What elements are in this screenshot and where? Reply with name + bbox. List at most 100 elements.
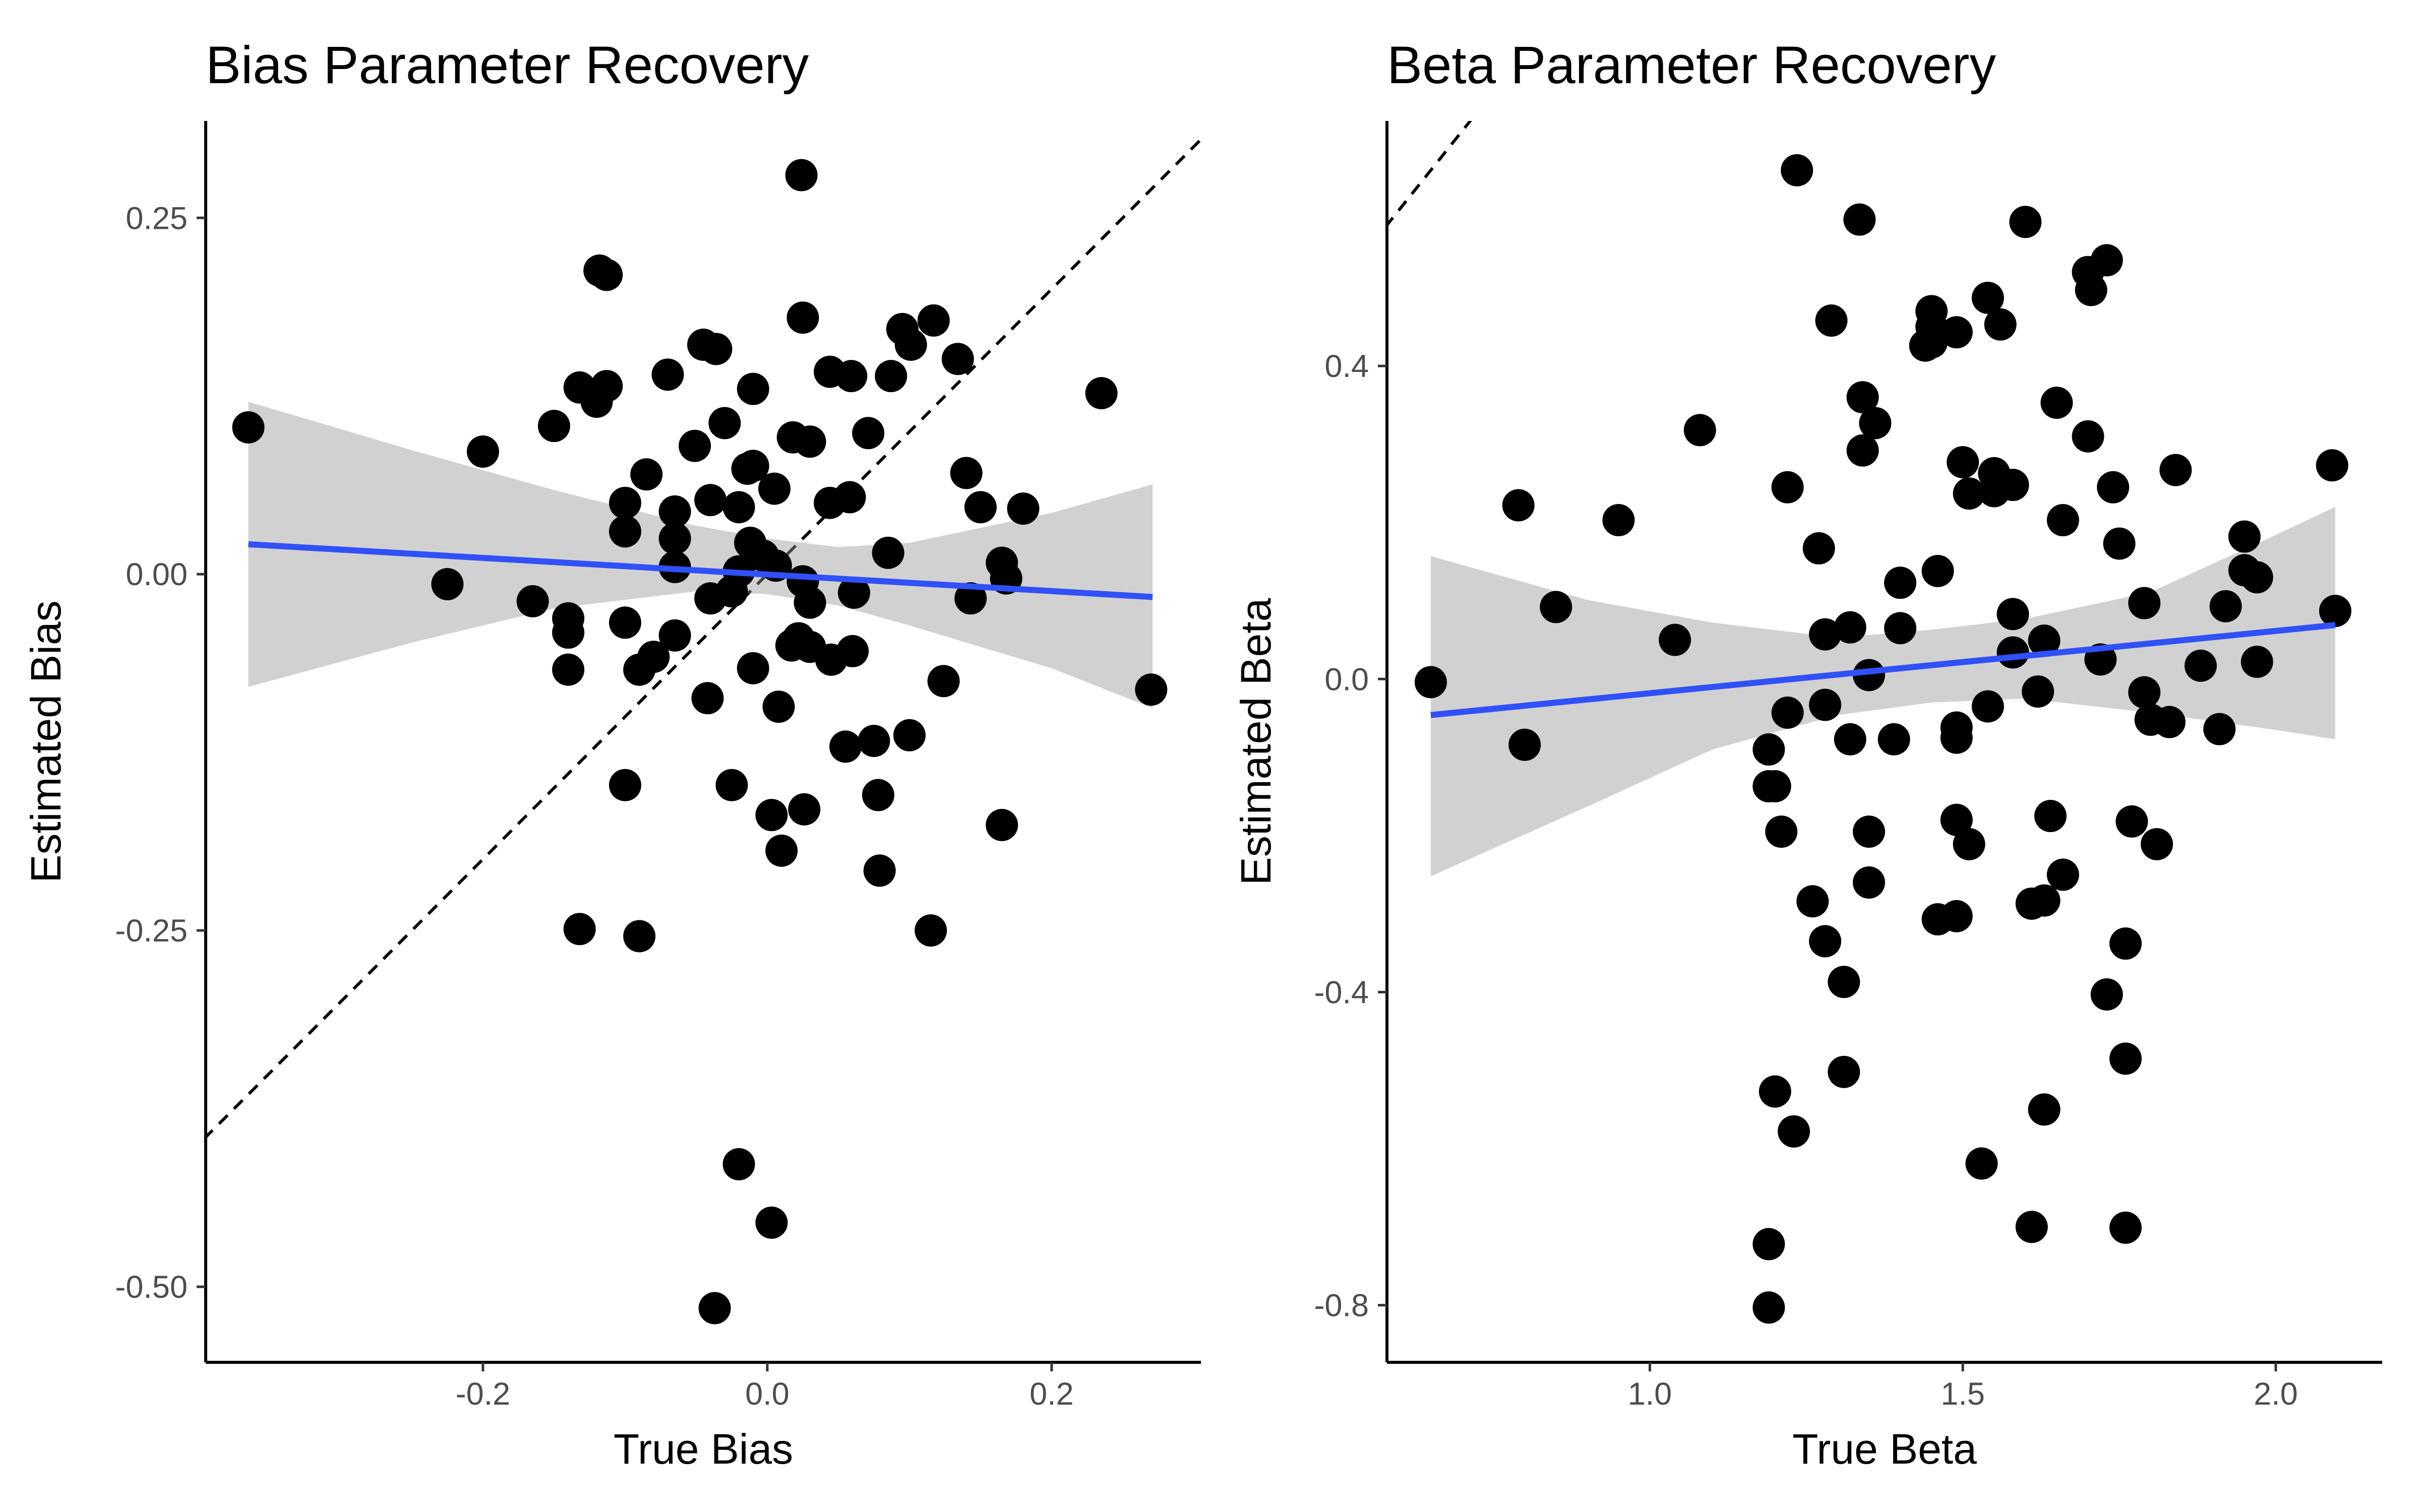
bias-data-point [731, 452, 764, 485]
beta-data-point [1859, 407, 1892, 439]
beta-data-point [2128, 676, 2161, 709]
bias-data-point [862, 779, 894, 811]
beta-data-point [1878, 723, 1910, 755]
bias-data-point [722, 491, 755, 524]
beta-data-point [2153, 706, 2186, 738]
beta-data-point [1834, 611, 1866, 644]
beta-data-point [1884, 612, 1917, 645]
bias-data-point [609, 606, 641, 639]
beta-data-point [1846, 434, 1879, 467]
bias-data-point [917, 304, 950, 337]
bias-x-tick-label: 0.0 [745, 1376, 790, 1412]
bias-data-point [835, 360, 868, 393]
bias-data-point [687, 328, 719, 361]
beta-data-point [1965, 1147, 1998, 1180]
bias-data-point [863, 854, 896, 887]
beta-data-point [1940, 803, 1973, 836]
beta-data-point [1752, 1228, 1785, 1261]
beta-regression-line [1430, 622, 2336, 718]
beta-data-point [1765, 815, 1798, 848]
bias-data-point [737, 372, 769, 405]
beta-data-point [1984, 308, 2017, 341]
beta-y-tick-label: 0.4 [1324, 349, 1369, 384]
beta-data-point [1921, 554, 1954, 587]
bias-data-point [794, 586, 826, 619]
beta-chart-title: Beta Parameter Recovery [1387, 36, 1996, 95]
beta-data-point [2141, 828, 2173, 860]
bias-data-point [1135, 673, 1168, 706]
beta-data-point [1884, 566, 1917, 599]
beta-data-point [1971, 690, 2004, 723]
beta-data-point [2109, 1211, 2142, 1244]
beta-data-point [1996, 636, 2029, 669]
beta-data-point [2228, 520, 2261, 553]
bias-data-point [623, 920, 656, 953]
beta-data-point [2241, 646, 2273, 678]
bias-data-point [829, 730, 862, 763]
bias-data-point [1007, 492, 1040, 525]
beta-data-point [2097, 471, 2130, 503]
bias-data-point [694, 484, 727, 517]
beta-data-point [1759, 1075, 1791, 1108]
beta-data-point [1809, 925, 1842, 958]
beta-data-point [2241, 561, 2273, 594]
bias-chart-title: Bias Parameter Recovery [206, 36, 809, 95]
bias-data-point [954, 582, 987, 615]
beta-y-axis-label: Estimated Beta [1232, 598, 1280, 885]
beta-data-point [2028, 884, 2061, 917]
beta-data-point [2072, 420, 2104, 453]
beta-data-point [1978, 475, 2011, 508]
beta-data-point [2319, 595, 2351, 627]
beta-data-point [2022, 675, 2054, 708]
beta-data-point [1940, 316, 1973, 349]
beta-y-tick-label: -0.4 [1314, 975, 1369, 1010]
beta-data-point [2034, 800, 2067, 833]
bias-data-point [708, 407, 741, 439]
beta-data-point [1777, 1115, 1810, 1148]
bias-data-point [762, 690, 795, 723]
bias-data-point [722, 1148, 755, 1180]
bias-data-point [651, 358, 684, 391]
beta-data-point [1781, 154, 1813, 186]
beta-data-point [1953, 828, 1985, 860]
beta-data-point [1940, 900, 1973, 932]
beta-data-point [1947, 446, 1979, 479]
bias-data-point [915, 914, 947, 947]
bias-data-point [852, 417, 885, 450]
beta-data-point [2009, 206, 2042, 238]
bias-data-point [786, 301, 819, 334]
beta-data-point [1659, 623, 1691, 656]
bias-data-point [941, 343, 974, 375]
beta-data-point [1802, 532, 1835, 564]
beta-data-point [1852, 866, 1885, 899]
bias-data-point [658, 619, 691, 652]
bias-data-point [232, 411, 265, 444]
bias-data-point [815, 643, 848, 676]
bias-data-point [609, 769, 641, 801]
beta-data-point [1508, 728, 1541, 761]
beta-points [1414, 154, 2351, 1324]
beta-data-point [2015, 1211, 2048, 1243]
bias-data-point [858, 725, 890, 758]
bias-data-point [893, 719, 926, 751]
bias-data-point [658, 495, 691, 528]
beta-x-tick-label: 1.0 [1628, 1376, 1672, 1412]
beta-data-point [1809, 688, 1842, 721]
beta-data-point [1414, 666, 1447, 699]
bias-data-point [833, 481, 866, 514]
bias-data-point [1085, 377, 1118, 410]
beta-x-axis-label: True Beta [1792, 1425, 1977, 1473]
beta-data-point [1971, 281, 2004, 314]
bias-data-point [964, 491, 997, 524]
beta-data-point [1771, 697, 1804, 729]
bias-data-point [785, 159, 818, 192]
bias-y-tick-label: 0.25 [126, 201, 188, 236]
beta-y-tick-label: -0.8 [1314, 1288, 1369, 1324]
beta-y-tick-label: 0.0 [1324, 662, 1369, 697]
beta-data-point [1940, 721, 1973, 754]
bias-data-point [875, 360, 908, 393]
bias-data-point [580, 386, 613, 418]
